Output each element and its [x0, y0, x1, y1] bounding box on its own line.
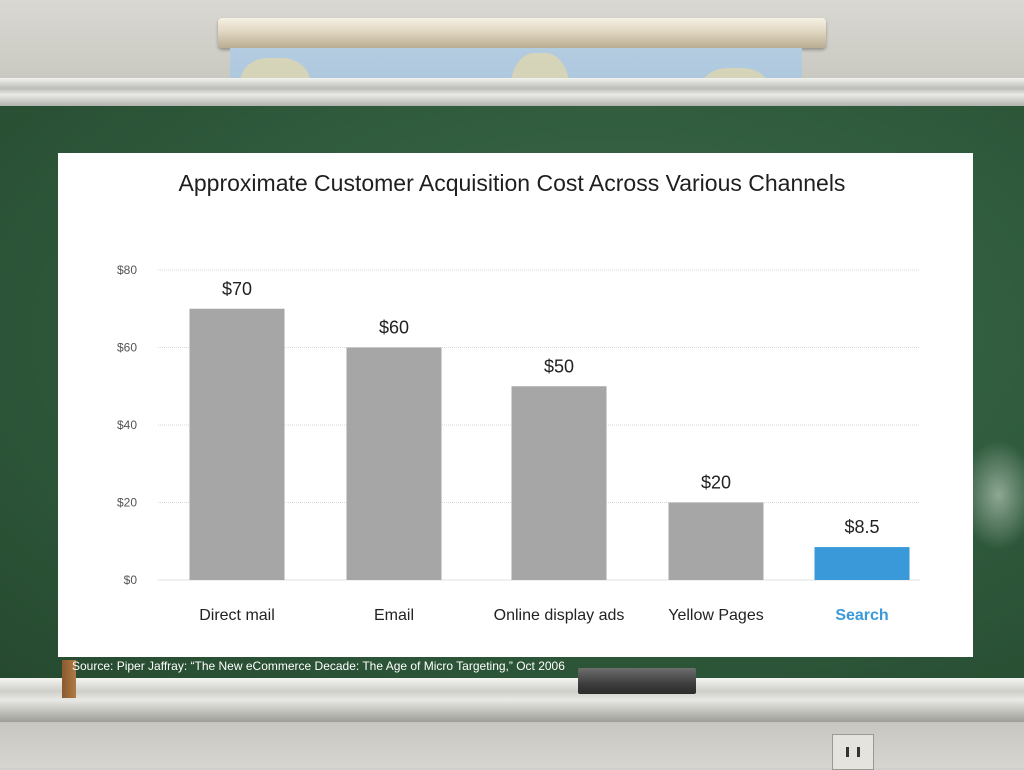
y-tick-label: $0 — [124, 573, 138, 587]
bar-value-label: $20 — [701, 473, 731, 493]
bar-direct-mail — [189, 308, 285, 580]
y-tick-label: $40 — [117, 418, 137, 432]
source-citation: Source: Piper Jaffray: “The New eCommerc… — [72, 659, 565, 673]
x-category-label: Email — [374, 607, 414, 624]
chart-title: Approximate Customer Acquisition Cost Ac… — [178, 170, 846, 196]
map-roller — [218, 18, 826, 48]
bar-value-label: $50 — [544, 356, 574, 376]
x-category-label: Online display ads — [494, 607, 625, 624]
chalk-stick — [62, 660, 76, 698]
chalk-tray — [0, 678, 1024, 722]
x-category-label: Direct mail — [199, 607, 275, 624]
x-category-label: Yellow Pages — [668, 607, 763, 624]
bar-value-label: $70 — [222, 279, 252, 299]
bar-yellow-pages — [668, 502, 764, 580]
bar-search — [814, 547, 910, 580]
y-tick-label: $80 — [117, 263, 137, 277]
x-category-label: Search — [835, 607, 888, 624]
eraser — [578, 668, 696, 694]
bar-email — [346, 347, 442, 580]
chalkboard-frame — [0, 78, 1024, 108]
bar-value-label: $60 — [379, 318, 409, 338]
y-tick-label: $60 — [117, 341, 137, 355]
bar-online-display-ads — [511, 386, 607, 580]
y-tick-label: $20 — [117, 496, 137, 510]
bar-value-label: $8.5 — [844, 517, 879, 537]
